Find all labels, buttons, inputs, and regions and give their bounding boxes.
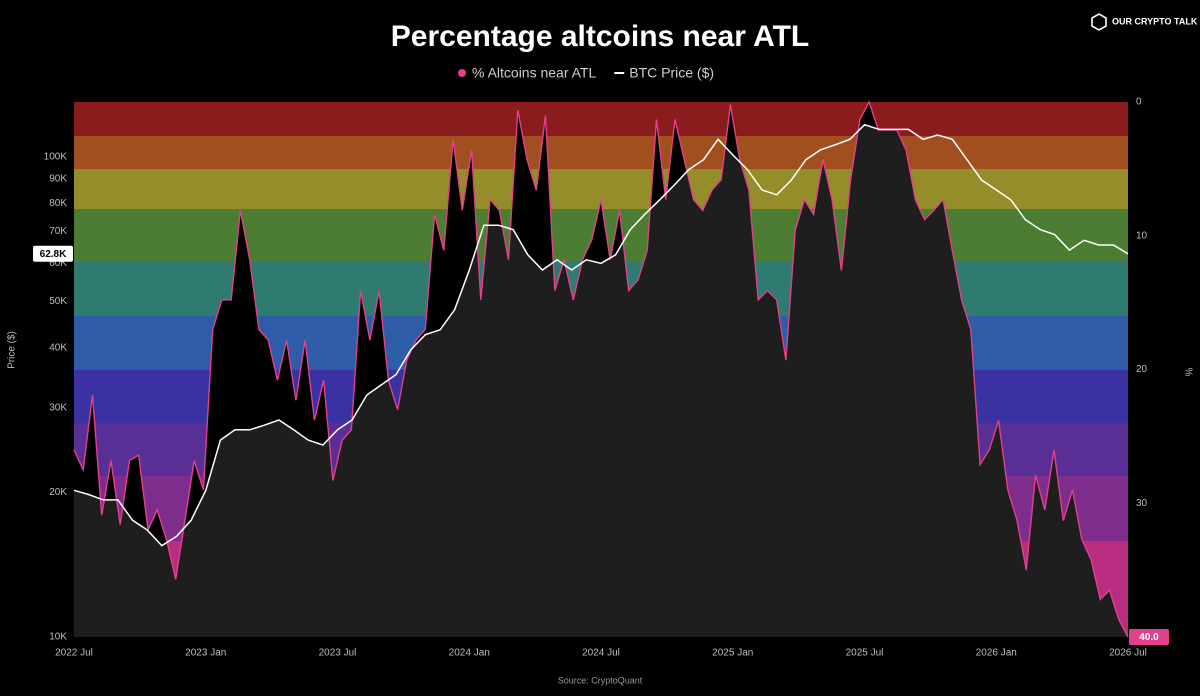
legend-label: BTC Price ($) bbox=[629, 65, 714, 81]
x-tick-label: 2023 Jul bbox=[319, 648, 357, 659]
last-value-badge bbox=[33, 245, 73, 262]
y-tick-label: 80K bbox=[49, 198, 67, 209]
last-value-badge bbox=[1129, 629, 1169, 645]
btc-line bbox=[73, 123, 1129, 547]
x-tick-label: 2024 Jul bbox=[582, 648, 620, 659]
btc-area bbox=[74, 124, 1128, 637]
x-tick-label: 2024 Jan bbox=[449, 648, 490, 659]
source-note: Source: CryptoQuant bbox=[558, 675, 643, 685]
y-tick-label: 50K bbox=[49, 296, 67, 307]
plot-area bbox=[73, 100, 1129, 638]
x-tick-label: 2023 Jan bbox=[185, 648, 226, 659]
x-tick-label: 2022 Jul bbox=[55, 648, 93, 659]
y2-tick-label: 30 bbox=[1136, 498, 1148, 509]
legend: % Altcoins near ATL BTC Price ($) bbox=[458, 65, 714, 81]
y2-tick-label: 0 bbox=[1136, 97, 1142, 108]
y2-tick-label: 10 bbox=[1136, 230, 1148, 241]
y2-tick-label: 20 bbox=[1136, 364, 1148, 375]
logo: OUR CRYPTO TALK bbox=[1091, 13, 1198, 31]
last-value-label: 40.0 bbox=[1139, 632, 1159, 643]
x-tick-label: 2026 Jan bbox=[976, 648, 1017, 659]
y-tick-label: 40K bbox=[49, 342, 67, 353]
y-tick-label: 20K bbox=[49, 487, 67, 498]
chart-title: Percentage altcoins near ATL bbox=[391, 20, 809, 53]
zone-band bbox=[74, 136, 1128, 169]
logo-text: OUR CRYPTO TALK bbox=[1112, 16, 1198, 26]
y-tick-label: 90K bbox=[49, 173, 67, 184]
zone-band bbox=[74, 102, 1128, 136]
legend-marker bbox=[458, 69, 466, 77]
x-tick-label: 2025 Jan bbox=[712, 648, 753, 659]
x-tick-label: 2025 Jul bbox=[846, 648, 884, 659]
y-tick-label: 100K bbox=[44, 151, 68, 162]
altcoin-line bbox=[73, 100, 1129, 638]
x-tick-label: 2026 Jul bbox=[1109, 648, 1147, 659]
y-tick-label: 70K bbox=[49, 226, 67, 237]
y-tick-label: 30K bbox=[49, 402, 67, 413]
legend-label: % Altcoins near ATL bbox=[472, 65, 596, 81]
y-tick-label: 60K bbox=[49, 258, 67, 269]
logo-icon bbox=[1091, 13, 1107, 31]
last-value-label: 62.8K bbox=[40, 249, 67, 260]
y-tick-label: 10K bbox=[49, 632, 67, 643]
y2-axis-label: % bbox=[1182, 368, 1193, 377]
y-axis-label: Price ($) bbox=[7, 331, 18, 369]
